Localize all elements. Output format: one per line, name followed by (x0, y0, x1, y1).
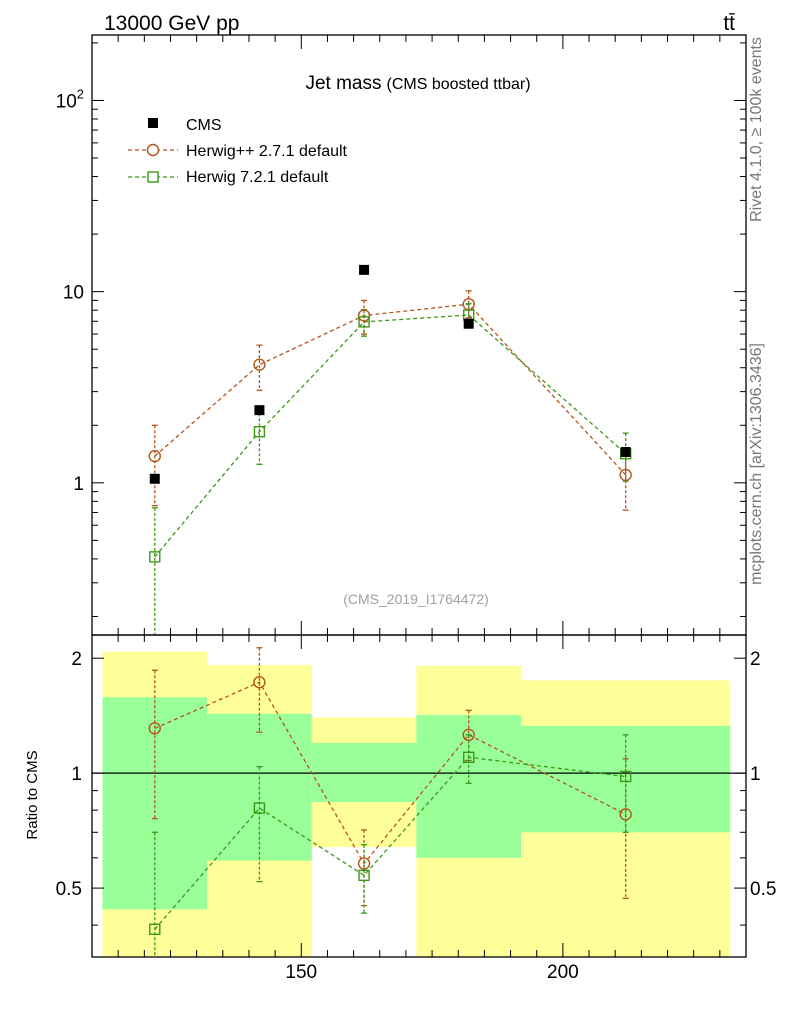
ratio-marker-herwigpp-3 (462, 728, 475, 742)
ratio-marker-herwigpp-2 (357, 857, 371, 870)
x-tick-label-0: 150 (285, 962, 317, 983)
main-marker-herwigpp-2 (357, 309, 371, 322)
legend-marker-cms (148, 118, 158, 128)
main-marker-herwig7-2 (358, 316, 370, 328)
green-band-2 (311, 742, 417, 803)
ratio-marker-herwigpp-1 (253, 676, 266, 689)
main-series-lines (154, 303, 627, 558)
ratio-marker-herwig7-4 (619, 770, 632, 783)
error-bars (151, 290, 629, 957)
ratio-marker-herwig7-2 (358, 869, 370, 882)
mcplots-label: mcplots.cern.ch [arXiv:1306.3436] (748, 343, 765, 585)
main-marker-herwigpp-4 (619, 468, 632, 482)
ratio-y-tick-label-right-1: 1 (750, 764, 761, 785)
main-marker-cms-3 (463, 318, 474, 329)
ratio-y-tick-label-left-2: 2 (71, 649, 82, 670)
main-line-herwig7 (154, 314, 627, 558)
main-y-tick-label-0: 1 (73, 474, 84, 495)
ratio-marker-herwig7-1 (253, 802, 266, 814)
legend-label-herwig7: Herwig 7.2.1 default (186, 169, 329, 186)
plot-frames (91, 34, 747, 958)
main-marker-herwig7-0 (149, 551, 161, 563)
green-band-3 (416, 714, 522, 858)
ratio-marker-herwigpp-0 (148, 722, 161, 735)
main-marker-cms-2 (359, 264, 370, 275)
ratio-y-tick-label-left-1: 1 (71, 764, 82, 785)
process-label: tt̄ (723, 12, 735, 35)
ratio-line-herwigpp (154, 681, 626, 865)
main-y-tick-label-2: 102 (56, 86, 84, 112)
ratio-y-axis-label: Ratio to CMS (24, 750, 41, 839)
ratio-y-tick-label-right-2: 2 (750, 649, 761, 670)
chart-title-main: Jet mass (305, 73, 381, 94)
main-marker-herwigpp-0 (148, 449, 161, 463)
watermark-label: (CMS_2019_I1764472) (343, 591, 489, 607)
rivet-version-label: Rivet 4.1.0, ≥ 100k events (748, 37, 765, 222)
main-marker-cms-0 (149, 473, 160, 484)
legend-label-herwigpp: Herwig++ 2.7.1 default (186, 143, 348, 160)
main-y-tick-label-1: 10 (63, 283, 84, 304)
legend-label-cms: CMS (186, 117, 222, 134)
main-marker-herwigpp-1 (253, 358, 266, 371)
ratio-marker-herwigpp-4 (619, 808, 632, 821)
main-line-herwigpp (154, 303, 627, 476)
ratio-y-tick-label-left-0: 0.5 (56, 879, 82, 900)
main-marker-cms-1 (254, 405, 265, 416)
ratio-uncertainty-bands (92, 651, 746, 957)
ratio-plot-frame (91, 634, 747, 958)
ratio-marker-herwig7-3 (463, 751, 475, 764)
main-y-tick-exp-2: 2 (77, 86, 84, 101)
main-marker-cms-4 (620, 446, 631, 457)
ratio-series-lines (154, 681, 626, 930)
legend-marker-herwigpp (146, 143, 160, 157)
main-y-tick-base-2: 10 (56, 91, 77, 112)
chart-title: Jet mass (CMS boosted ttbar) (305, 73, 530, 94)
legend: CMS Herwig++ 2.7.1 default Herwig 7.2.1 … (128, 117, 348, 186)
ratio-line-herwig7 (154, 756, 626, 930)
axis-ticks (91, 35, 747, 957)
ratio-y-tick-label-right-0: 0.5 (750, 879, 776, 900)
beam-label: 13000 GeV pp (104, 12, 239, 35)
legend-marker-herwig7 (147, 171, 159, 183)
chart-subtitle: (CMS boosted ttbar) (386, 76, 530, 93)
x-tick-label-1: 200 (547, 962, 579, 983)
data-markers (148, 264, 632, 935)
ratio-marker-herwig7-0 (149, 923, 161, 935)
main-marker-herwig7-1 (253, 426, 266, 438)
